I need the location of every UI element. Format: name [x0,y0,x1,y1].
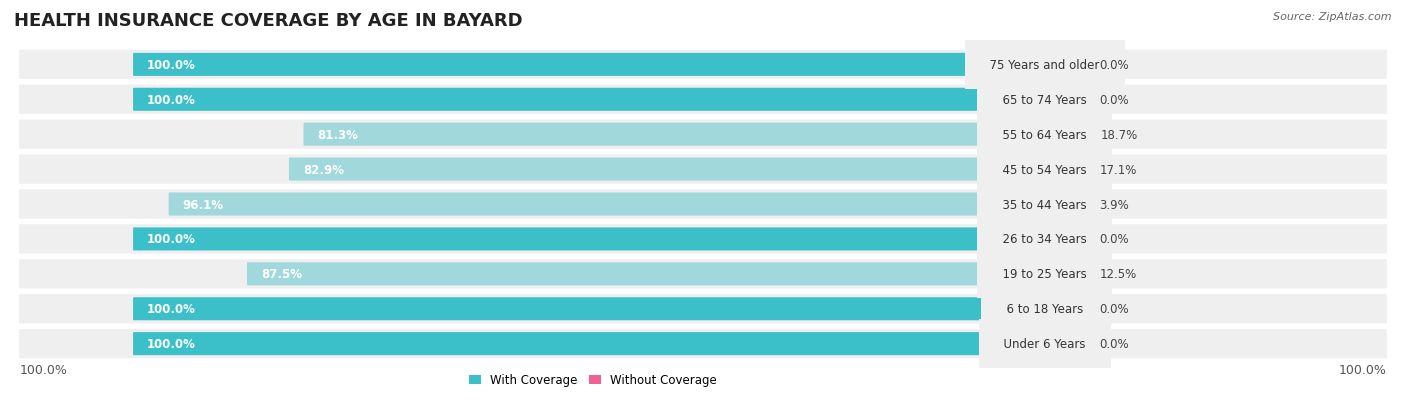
Text: 35 to 44 Years: 35 to 44 Years [995,198,1094,211]
Legend: With Coverage, Without Coverage: With Coverage, Without Coverage [464,369,721,391]
FancyBboxPatch shape [1045,158,1085,181]
FancyBboxPatch shape [1045,228,1085,251]
Text: 19 to 25 Years: 19 to 25 Years [995,268,1094,281]
Text: 82.9%: 82.9% [302,163,344,176]
FancyBboxPatch shape [20,155,1386,184]
FancyBboxPatch shape [134,332,1045,355]
Text: 0.0%: 0.0% [1099,337,1129,350]
FancyBboxPatch shape [134,88,1045,112]
Text: HEALTH INSURANCE COVERAGE BY AGE IN BAYARD: HEALTH INSURANCE COVERAGE BY AGE IN BAYA… [14,12,523,30]
Text: 12.5%: 12.5% [1099,268,1136,281]
Text: 100.0%: 100.0% [148,337,195,350]
FancyBboxPatch shape [20,190,1386,219]
Text: 55 to 64 Years: 55 to 64 Years [995,128,1094,141]
FancyBboxPatch shape [20,85,1386,115]
FancyBboxPatch shape [134,228,1045,251]
Text: 0.0%: 0.0% [1099,302,1129,316]
FancyBboxPatch shape [20,50,1386,80]
Text: Source: ZipAtlas.com: Source: ZipAtlas.com [1274,12,1392,22]
Text: Under 6 Years: Under 6 Years [997,337,1094,350]
FancyBboxPatch shape [304,123,1045,146]
Text: 96.1%: 96.1% [183,198,224,211]
Text: 100.0%: 100.0% [148,59,195,72]
Text: 81.3%: 81.3% [318,128,359,141]
FancyBboxPatch shape [247,263,1045,286]
Text: 87.5%: 87.5% [262,268,302,281]
FancyBboxPatch shape [1045,297,1085,320]
Text: 75 Years and older: 75 Years and older [983,59,1107,72]
FancyBboxPatch shape [1045,88,1085,112]
Text: 18.7%: 18.7% [1101,128,1139,141]
Text: 0.0%: 0.0% [1099,59,1129,72]
Text: 0.0%: 0.0% [1099,233,1129,246]
Text: 0.0%: 0.0% [1099,94,1129,107]
FancyBboxPatch shape [169,193,1045,216]
Text: 100.0%: 100.0% [148,94,195,107]
Text: 65 to 74 Years: 65 to 74 Years [995,94,1094,107]
FancyBboxPatch shape [288,158,1045,181]
FancyBboxPatch shape [134,54,1045,77]
Text: 100.0%: 100.0% [20,363,67,376]
FancyBboxPatch shape [1045,332,1085,355]
Text: 17.1%: 17.1% [1099,163,1137,176]
Text: 45 to 54 Years: 45 to 54 Years [995,163,1094,176]
Text: 100.0%: 100.0% [1339,363,1386,376]
FancyBboxPatch shape [134,297,1045,320]
FancyBboxPatch shape [1045,263,1085,286]
FancyBboxPatch shape [1045,193,1085,216]
FancyBboxPatch shape [20,329,1386,358]
Text: 100.0%: 100.0% [148,302,195,316]
Text: 100.0%: 100.0% [148,233,195,246]
FancyBboxPatch shape [20,225,1386,254]
Text: 3.9%: 3.9% [1099,198,1129,211]
Text: 6 to 18 Years: 6 to 18 Years [998,302,1091,316]
Text: 26 to 34 Years: 26 to 34 Years [995,233,1094,246]
FancyBboxPatch shape [20,294,1386,324]
FancyBboxPatch shape [1045,54,1085,77]
FancyBboxPatch shape [20,120,1386,150]
FancyBboxPatch shape [20,259,1386,289]
FancyBboxPatch shape [1045,123,1088,146]
